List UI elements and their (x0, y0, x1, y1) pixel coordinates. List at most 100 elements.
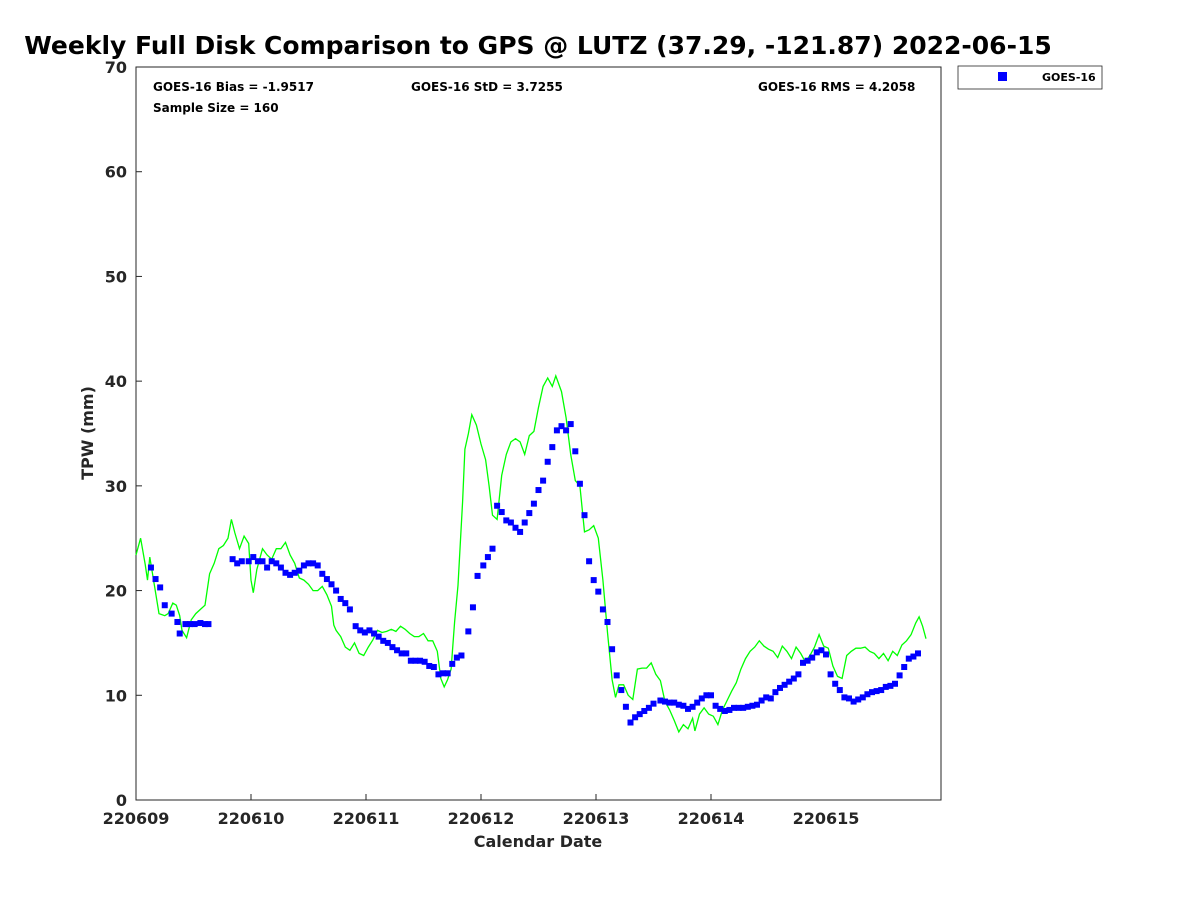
goes16-point (453, 654, 460, 661)
goes16-point (641, 707, 648, 714)
goes16-point (412, 657, 419, 664)
goes16-point (264, 564, 271, 571)
y-axis: 0 10 20 30 40 50 60 70 (105, 58, 142, 810)
goes16-point (749, 702, 756, 709)
stat-bias: GOES-16 Bias = -1.9517 (153, 80, 314, 94)
goes16-point (168, 610, 175, 617)
goes16-point (827, 671, 834, 678)
goes16-point (521, 519, 528, 526)
goes16-point (323, 576, 330, 583)
goes16-point (576, 480, 583, 487)
goes16-point (535, 487, 542, 494)
y-tick-label: 10 (105, 686, 127, 705)
goes16-point (352, 623, 359, 630)
goes16-point (319, 570, 326, 577)
goes16-point (458, 652, 465, 659)
goes16-point (873, 688, 880, 695)
plot-area (135, 66, 942, 801)
goes16-point (721, 707, 728, 714)
goes16-point (229, 556, 236, 563)
goes16-point (685, 705, 691, 712)
y-tick-label: 30 (105, 477, 127, 496)
goes16-point (790, 675, 797, 682)
goes16-point (250, 554, 257, 561)
goes16-point (712, 702, 719, 709)
goes16-point (604, 618, 611, 625)
goes16-point (786, 678, 793, 685)
goes16-point (671, 699, 678, 706)
goes16-point (287, 571, 294, 578)
goes16-point (176, 630, 183, 637)
goes16-point (147, 564, 154, 571)
goes16-point (864, 691, 871, 698)
goes16-point (526, 510, 533, 517)
goes16-point (572, 448, 579, 455)
goes16-point (503, 517, 510, 524)
y-tick-label: 0 (116, 791, 127, 810)
goes16-point (384, 639, 391, 646)
goes16-point (305, 560, 312, 567)
goes16-point (586, 558, 593, 565)
goes16-point (202, 621, 208, 628)
goes16-point (627, 719, 634, 726)
goes16-point (772, 689, 779, 696)
goes16-point (361, 629, 368, 636)
goes16-point (417, 657, 424, 664)
goes16-point (767, 695, 774, 702)
goes16-point (187, 621, 194, 628)
stat-sample-size: Sample Size = 160 (153, 101, 279, 115)
goes16-point (238, 558, 245, 565)
goes16-point (161, 602, 168, 609)
goes16-point (296, 567, 303, 574)
goes16-point (618, 687, 625, 694)
goes16-point (836, 687, 843, 694)
goes16-point (254, 558, 261, 565)
legend-label-goes16: GOES-16 (1042, 71, 1096, 84)
goes16-point (394, 647, 401, 654)
goes16-point (157, 584, 164, 591)
goes16-point (599, 606, 606, 613)
goes16-point (735, 704, 742, 711)
goes16-point (430, 664, 437, 671)
series-line (135, 373, 927, 734)
goes16-point (421, 658, 428, 665)
goes16-point (878, 687, 885, 694)
goes16-point (590, 577, 597, 584)
goes16-point (375, 633, 382, 640)
goes16-point (498, 509, 505, 516)
goes16-point (832, 680, 839, 687)
goes16-point (694, 699, 701, 706)
goes16-point (740, 704, 747, 711)
goes16-point (818, 647, 825, 654)
goes16-point (337, 595, 344, 602)
goes16-point (744, 703, 751, 710)
goes16-point (869, 689, 875, 696)
legend-box (957, 65, 1103, 90)
goes16-point (896, 672, 903, 679)
x-tick-label: 220614 (678, 809, 745, 828)
x-tick-label: 220612 (448, 809, 515, 828)
goes16-point (291, 569, 298, 576)
goes16-point (346, 606, 353, 613)
goes16-point (273, 560, 280, 567)
goes16-point (474, 572, 481, 579)
goes16-point (726, 706, 733, 713)
x-tick-label: 220610 (218, 809, 285, 828)
goes16-point (892, 680, 898, 687)
goes16-point (841, 694, 848, 701)
goes16-point (469, 604, 476, 611)
goes16-point (613, 672, 620, 679)
y-tick-label: 60 (105, 163, 127, 182)
y-axis-label: TPW (mm) (78, 386, 97, 480)
goes16-point (731, 704, 737, 711)
goes16-point (781, 681, 788, 688)
goes16-point (698, 695, 705, 702)
y-tick-label: 50 (105, 267, 127, 286)
goes16-point (403, 650, 410, 657)
goes16-point (191, 621, 198, 628)
goes16-point (850, 698, 857, 705)
goes16-point (507, 519, 514, 526)
goes16-point (553, 427, 560, 434)
x-tick-label: 220611 (333, 809, 400, 828)
